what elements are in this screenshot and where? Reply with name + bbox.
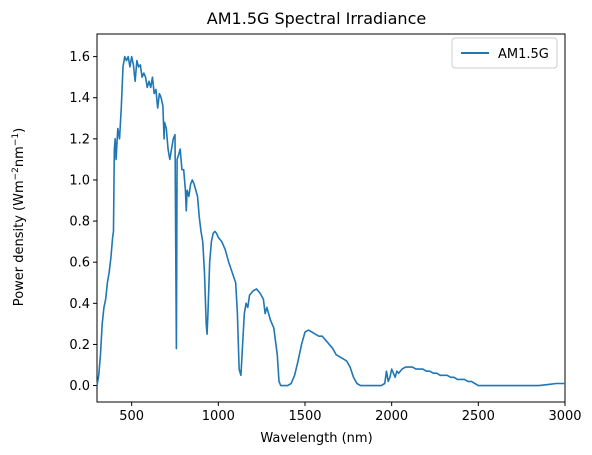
- y-tick-label: 0.0: [69, 379, 90, 394]
- y-tick-label: 0.4: [69, 297, 90, 312]
- legend-box: [451, 37, 558, 69]
- x-tick-label: 2000: [375, 409, 408, 424]
- y-axis-label-sup1: −2: [11, 167, 21, 180]
- y-tick-label: 1.6: [69, 50, 90, 65]
- plot-area: 500 1000 1500 2000 2500 3000 0.0 0.2 0.4 0.6 0.8 1…: [69, 33, 582, 424]
- y-tick-label: 0.2: [69, 338, 90, 353]
- y-axis-label: Power density (Wm−2nm−1): [11, 128, 27, 306]
- legend-label-am15g: AM1.5G: [498, 47, 549, 62]
- y-axis-label-end: ): [12, 128, 27, 133]
- y-axis-ticks: 0.0 0.2 0.4 0.6 0.8 1.0 1.2 1.4 1.6: [69, 50, 97, 394]
- x-tick-label: 500: [119, 409, 144, 424]
- y-tick-label: 1.2: [69, 132, 90, 147]
- plot-frame: [96, 33, 566, 403]
- y-tick-label: 1.4: [69, 91, 90, 106]
- x-axis-label: Wavelength (nm): [260, 431, 372, 446]
- x-tick-label: 1000: [202, 409, 235, 424]
- x-tick-label: 1500: [288, 409, 321, 424]
- y-tick-label: 0.6: [69, 256, 90, 271]
- x-tick-label: 2500: [462, 409, 495, 424]
- y-tick-label: 1.0: [69, 173, 90, 188]
- y-tick-label: 0.8: [69, 215, 90, 230]
- x-axis-ticks: 500 1000 1500 2000 2500 3000: [119, 402, 582, 424]
- series-line-am15g: [96, 55, 565, 387]
- y-axis-label-mid: nm: [12, 146, 27, 167]
- y-axis-label-main: Power density (Wm: [12, 180, 27, 306]
- legend: AM1.5G: [451, 37, 558, 69]
- chart-title: AM1.5G Spectral Irradiance: [207, 9, 426, 28]
- x-tick-label: 3000: [548, 409, 581, 424]
- y-axis-label-sup2: −1: [11, 133, 21, 146]
